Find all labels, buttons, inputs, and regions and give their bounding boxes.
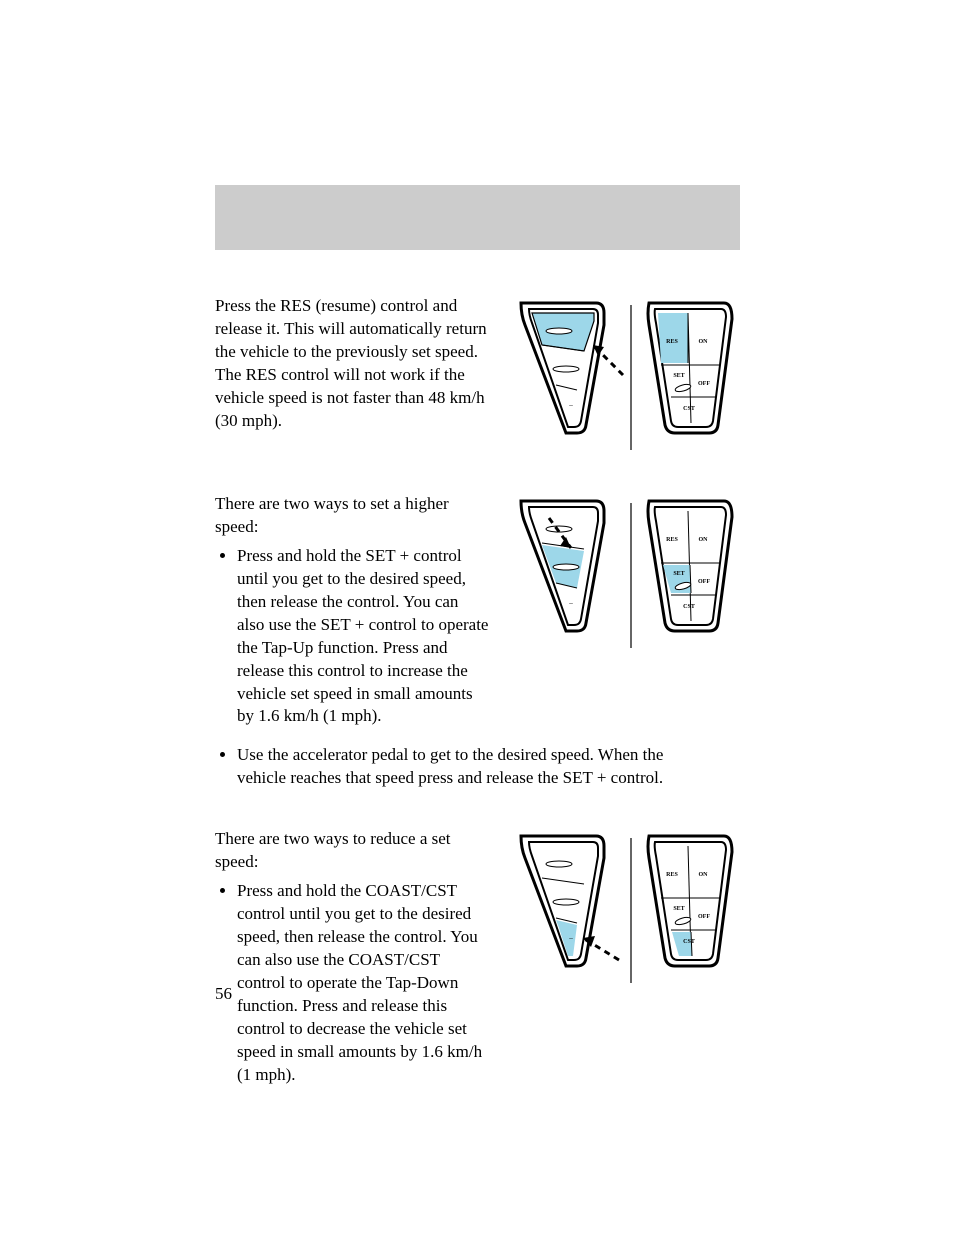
section-reduce-speed: There are two ways to reduce a set speed… (215, 828, 740, 1094)
cruise-control-diagram: − RES ON (511, 828, 736, 988)
diagram-column: − RES ON (506, 828, 740, 1094)
section-resume: Press the RES (resume) control and relea… (215, 295, 740, 455)
intro-text: There are two ways to set a higher speed… (215, 493, 490, 539)
res-label: RES (666, 339, 678, 345)
wide-bullet-block: Use the accelerator pedal to get to the … (215, 744, 695, 790)
off-label: OFF (698, 914, 710, 920)
text-column: Press the RES (resume) control and relea… (215, 295, 490, 455)
cruise-control-diagram: − RES ON (511, 493, 736, 653)
text-column: There are two ways to reduce a set speed… (215, 828, 490, 1094)
cst-label: CST (683, 406, 695, 412)
off-label: OFF (698, 579, 710, 585)
list-item: Press and hold the SET + control until y… (237, 545, 490, 729)
page-content: Press the RES (resume) control and relea… (215, 295, 740, 1133)
bullet-list: Press and hold the COAST/CST control unt… (215, 880, 490, 1086)
list-item: Press and hold the COAST/CST control unt… (237, 880, 490, 1086)
on-label: ON (698, 339, 708, 345)
list-item: Use the accelerator pedal to get to the … (237, 744, 695, 790)
set-label: SET (673, 373, 684, 379)
page-number: 56 (215, 983, 232, 1006)
paragraph: Press the RES (resume) control and relea… (215, 295, 490, 433)
off-label: OFF (698, 381, 710, 387)
res-label: RES (666, 537, 678, 543)
bullet-list: Press and hold the SET + control until y… (215, 545, 490, 729)
cst-label: CST (683, 939, 695, 945)
bullet-list: Use the accelerator pedal to get to the … (215, 744, 695, 790)
set-label: SET (673, 906, 684, 912)
cst-label: CST (683, 604, 695, 610)
intro-text: There are two ways to reduce a set speed… (215, 828, 490, 874)
on-label: ON (698, 537, 708, 543)
text-column: There are two ways to set a higher speed… (215, 493, 490, 736)
diagram-column: − RES ON (506, 493, 740, 736)
set-label: SET (673, 571, 684, 577)
res-label: RES (666, 872, 678, 878)
minus-label: − (568, 599, 573, 608)
minus-label: − (568, 934, 573, 943)
header-bar (215, 185, 740, 250)
diagram-column: − (506, 295, 740, 455)
on-label: ON (698, 872, 708, 878)
cruise-control-diagram: − (511, 295, 736, 455)
section-higher-speed: There are two ways to set a higher speed… (215, 493, 740, 736)
minus-label: − (568, 401, 573, 410)
